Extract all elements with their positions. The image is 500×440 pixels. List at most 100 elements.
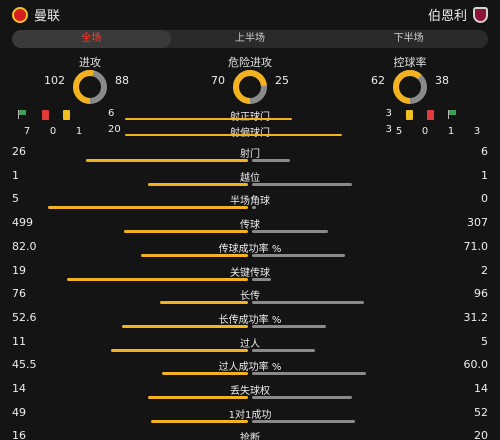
away-yellow-cards: 1 <box>447 126 455 137</box>
tab-second-half[interactable]: 下半场 <box>393 33 424 44</box>
stat-home-bar <box>48 206 248 210</box>
donut-home-arc <box>393 70 427 104</box>
shots-off-target-bar <box>125 134 343 136</box>
tab-first-half[interactable]: 上半场 <box>235 33 265 44</box>
stat-home-bar <box>161 372 248 376</box>
stat-away-bar <box>252 277 272 281</box>
stat-away-bar <box>252 419 355 423</box>
stat-home-bar <box>122 324 248 328</box>
stat-home-value: 19 <box>12 263 26 277</box>
shots-off-target-row: 20 射偏球门 3 <box>108 124 392 139</box>
shots-off-target-label: 射偏球门 <box>120 124 380 139</box>
stat-home-value: 82.0 <box>12 239 37 253</box>
stat-row: 1 越位 1 <box>0 166 500 190</box>
dangerous-attacks-donut: 危险进攻 70 25 <box>190 54 310 104</box>
stat-label: 抢断 <box>240 433 260 440</box>
red-card-icon <box>427 110 434 120</box>
stat-label: 过人成功率 % <box>218 362 282 374</box>
donut-ring <box>233 70 267 104</box>
stat-label: 长传成功率 % <box>218 314 282 326</box>
stat-home-bar <box>67 277 248 281</box>
stat-away-bar <box>252 182 352 186</box>
stat-home-bar <box>148 182 248 186</box>
stat-row: 49 1对1成功 52 <box>0 403 500 427</box>
stat-home-value: 1 <box>12 168 19 182</box>
stat-label: 越位 <box>240 172 260 184</box>
donut-ring <box>393 70 427 104</box>
stat-home-value: 14 <box>12 382 26 395</box>
stat-row: 16 抢断 20 <box>0 426 500 440</box>
yellow-card-icon <box>63 110 70 120</box>
stat-row: 45.5 过人成功率 % 60.0 <box>0 355 500 379</box>
stat-away-value: 14 <box>474 382 488 395</box>
match-header: 曼联 伯恩利 <box>0 0 500 26</box>
donut-title: 控球率 <box>393 56 427 69</box>
shots-on-target-label: 射正球门 <box>120 108 380 123</box>
donut-away-value: 38 <box>435 74 449 87</box>
stat-away-bar <box>252 159 290 162</box>
stat-row: 52.6 长传成功率 % 31.2 <box>0 308 500 332</box>
donut-home-value: 102 <box>44 74 65 87</box>
donut-ring <box>73 70 107 104</box>
stat-home-bar <box>85 159 248 162</box>
stat-home-value: 52.6 <box>12 310 37 324</box>
donut-home-arc <box>73 70 107 104</box>
stat-label: 射门 <box>240 149 260 160</box>
home-team[interactable]: 曼联 <box>12 5 60 24</box>
stat-label: 关键传球 <box>230 267 270 279</box>
home-team-name: 曼联 <box>34 9 61 24</box>
away-team-name: 伯恩利 <box>427 9 467 24</box>
stat-away-value: 0 <box>481 192 488 206</box>
stat-label: 传球成功率 % <box>218 243 282 255</box>
manchester-united-crest-icon <box>12 6 28 23</box>
stat-away-value: 31.2 <box>463 310 489 324</box>
donut-away-value: 25 <box>275 74 289 87</box>
donut-home-arc <box>233 70 267 104</box>
stat-label: 丢失球权 <box>230 386 270 397</box>
home-red-cards: 0 <box>49 126 57 137</box>
home-event-icons <box>18 110 70 120</box>
stat-away-value: 60.0 <box>463 358 489 372</box>
away-shots-off-target: 3 <box>385 124 392 135</box>
stat-label: 长传 <box>240 291 260 303</box>
stat-label: 过人 <box>240 338 260 350</box>
shots-on-target-row: 6 射正球门 3 <box>108 108 392 123</box>
stat-home-value: 16 <box>12 429 26 440</box>
stat-away-value: 5 <box>481 334 488 348</box>
away-corners: 3 <box>473 126 481 137</box>
stat-row: 26 射门 6 <box>0 142 500 166</box>
away-red-cards: 0 <box>421 126 429 137</box>
donut-away-value: 88 <box>115 74 129 87</box>
stat-row: 19 关键传球 2 <box>0 261 500 285</box>
stat-away-bar <box>252 396 352 399</box>
away-event-icons <box>406 110 458 120</box>
stat-away-value: 307 <box>467 216 488 230</box>
stat-label: 半场角球 <box>230 196 270 208</box>
red-card-icon <box>42 110 49 120</box>
home-event-counts: 7 0 1 <box>14 126 92 137</box>
stat-row: 499 传球 307 <box>0 213 500 237</box>
stat-away-value: 71.0 <box>463 239 489 253</box>
stat-row: 5 半场角球 0 <box>0 189 500 213</box>
stat-row: 14 丢失球权 14 <box>0 379 500 403</box>
corner-flag-icon <box>448 110 458 119</box>
away-shots-on-target: 3 <box>385 108 392 119</box>
stat-away-bar <box>252 230 329 234</box>
stat-away-value: 1 <box>481 168 488 182</box>
attacks-donut: 进攻 102 88 <box>30 54 150 104</box>
stat-home-bar <box>148 396 248 399</box>
stat-home-value: 499 <box>12 216 33 230</box>
home-corners: 7 <box>23 126 31 137</box>
stat-away-value: 96 <box>474 287 488 301</box>
stat-home-bar <box>159 301 248 305</box>
stat-away-value: 52 <box>474 405 488 419</box>
stat-home-value: 5 <box>12 192 19 206</box>
stat-label: 传球 <box>240 220 260 232</box>
away-team[interactable]: 伯恩利 <box>428 5 488 24</box>
stat-away-value: 2 <box>481 263 488 277</box>
corner-flag-icon <box>18 110 28 119</box>
burnley-crest-icon <box>473 6 488 23</box>
tab-full-match[interactable]: 全场 <box>12 30 171 48</box>
stat-home-bar <box>140 253 248 257</box>
stat-home-value: 76 <box>12 287 26 301</box>
